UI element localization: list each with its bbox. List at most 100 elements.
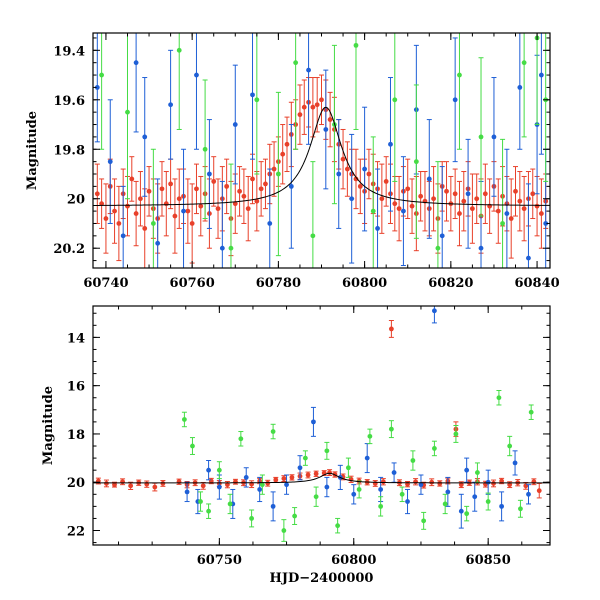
data-point [94,191,100,197]
data-point [469,206,475,212]
data-point [176,479,182,485]
data-point [413,159,419,165]
data-point [176,47,182,53]
data-point [263,181,268,187]
data-point [513,188,518,194]
data-point [306,67,311,73]
data-point [464,467,470,473]
data-point [128,483,134,489]
data-point [474,196,480,202]
data-point [507,443,513,449]
data-point [198,499,203,504]
data-point [457,211,462,216]
y-tick-label: 19.4 [53,44,85,59]
data-point [207,171,212,177]
data-point [534,203,540,209]
data-point [445,489,451,495]
data-point [129,176,135,182]
data-point [439,233,445,239]
data-point [344,166,350,172]
x-tick-label: 60850 [466,553,511,568]
data-point [356,487,362,492]
data-point [452,191,458,197]
data-point [292,513,298,519]
data-point [314,102,320,108]
data-point [499,478,505,484]
data-point [507,482,513,488]
data-point [405,499,410,504]
data-point [452,97,458,103]
data-point [526,255,531,261]
data-point [125,109,130,115]
data-point [142,226,148,231]
data-point [538,72,544,78]
data-point [531,479,537,485]
data-point [103,216,109,221]
data-point [249,516,255,521]
data-point [357,183,363,189]
data-point [206,508,211,514]
data-point [324,448,330,454]
data-point [327,470,332,475]
x-tick-label: 60750 [197,553,242,568]
x-tick-label: 60800 [331,553,376,568]
data-point [409,203,415,209]
data-layer [93,306,550,542]
data-point [159,186,165,192]
data-point [426,176,432,182]
series-0 [95,319,542,499]
data-point [405,186,411,192]
data-point [478,134,484,140]
data-point [202,146,208,152]
data-point [335,523,341,529]
data-point [485,499,491,504]
data-point [327,117,333,122]
data-point [461,198,467,204]
data-point [380,479,386,485]
data-point [340,156,346,162]
data-point [349,196,355,202]
data-point [133,60,139,66]
data-point [499,503,505,509]
data-point [281,528,287,533]
data-point [271,166,277,172]
data-point [517,85,523,90]
data-point [238,436,244,442]
top-panel: 60740 60760 60780 60800 60820 60840 19.4 19.6 19… [25,32,560,291]
x-tick-label: 60800 [342,276,387,291]
data-point [399,491,405,497]
data-point [500,221,505,226]
data-point [388,326,394,332]
data-point [478,245,484,251]
data-point [336,171,342,177]
data-point [538,211,544,216]
data-point [319,97,324,103]
data-point [526,491,531,497]
data-point [257,487,263,492]
data-point [453,431,459,437]
data-point [228,245,234,251]
data-point [155,240,161,246]
data-point [485,479,491,485]
data-point [508,216,514,221]
data-point [288,183,294,189]
data-point [392,97,398,103]
data-point [305,472,311,478]
data-point [216,484,222,490]
x-tick-label: 60760 [170,276,215,291]
data-point [168,181,174,187]
data-point [152,484,158,490]
data-point [372,481,378,486]
series-0 [94,74,549,268]
data-point [245,206,251,212]
data-point [112,482,117,488]
data-point [104,481,109,486]
data-point [99,201,105,207]
data-point [293,60,299,66]
data-point [112,208,117,214]
data-point [176,196,182,202]
model-curve [93,106,550,206]
data-point [437,481,443,486]
data-point [258,186,264,192]
data-point [270,503,276,509]
